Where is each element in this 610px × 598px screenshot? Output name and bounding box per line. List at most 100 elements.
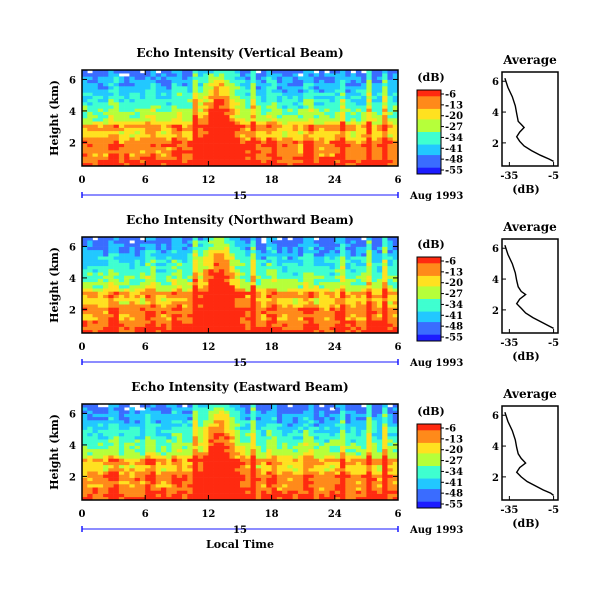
heatmap-cell [192, 70, 199, 74]
heatmap-cell [240, 98, 246, 103]
heatmap-cell [229, 423, 236, 427]
heatmap-cell [329, 114, 336, 119]
heatmap-cell [371, 153, 378, 157]
heatmap-cell [366, 256, 372, 260]
heatmap-cell [213, 480, 220, 485]
heatmap-cell [139, 442, 146, 446]
heatmap-cell [382, 269, 388, 273]
heatmap-cell [203, 137, 209, 141]
heatmap-cell [134, 420, 141, 424]
heatmap-cell [303, 269, 309, 273]
heatmap-cell [276, 490, 283, 494]
heatmap-cell [97, 150, 104, 154]
heatmap-cell [192, 156, 199, 160]
heatmap-cell [213, 95, 220, 100]
heatmap-cell [203, 445, 209, 450]
heatmap-cell [313, 249, 320, 254]
heatmap-cell [103, 140, 109, 144]
heatmap-cell [245, 297, 251, 302]
heatmap-cell [361, 156, 367, 160]
heatmap-cell [266, 114, 272, 119]
heatmap-cell [208, 493, 214, 498]
heatmap-cell [282, 256, 288, 260]
heatmap-cell [255, 86, 262, 90]
heatmap-cell [287, 429, 293, 434]
heatmap-cell [234, 474, 241, 478]
heatmap-cell [213, 162, 220, 167]
heatmap-cell [282, 439, 288, 443]
heatmap-cell [208, 448, 214, 453]
heatmap-cell [392, 143, 399, 148]
heatmap-cell [192, 307, 199, 311]
heatmap-cell [213, 468, 220, 472]
heatmap-cell [292, 269, 299, 273]
heatmap-cell [87, 237, 93, 241]
heatmap-cell [319, 317, 325, 321]
heatmap-cell [255, 92, 262, 96]
heatmap-cell [103, 156, 109, 160]
heatmap-cell [197, 105, 204, 109]
heatmap-cell [171, 291, 178, 295]
heatmap-cell [92, 159, 99, 164]
heatmap-cell [176, 249, 183, 254]
heatmap-cell [250, 134, 257, 138]
heatmap-cell [203, 320, 209, 324]
heatmap-cell [350, 272, 357, 276]
colorbar-swatch [417, 259, 441, 262]
heatmap-cell [213, 304, 220, 308]
heatmap-cell [319, 134, 325, 138]
heatmap-cell [313, 259, 320, 263]
heatmap-cell [124, 134, 130, 138]
heatmap-cell [213, 79, 220, 84]
heatmap-cell [187, 118, 193, 122]
heatmap-cell [371, 98, 378, 103]
heatmap-cell [161, 448, 167, 453]
x-tick-label: 12 [201, 342, 215, 353]
heatmap-cell [118, 404, 125, 408]
heatmap-cell [334, 95, 341, 100]
heatmap-cell [276, 156, 283, 160]
heatmap-cell [161, 79, 167, 84]
heatmap-cell [261, 259, 267, 263]
heatmap-cell [255, 474, 262, 478]
heatmap-cell [176, 275, 183, 279]
heatmap-cell [324, 127, 330, 132]
heatmap-cell [97, 76, 104, 80]
heatmap-cell [213, 291, 220, 295]
heatmap-cell [350, 121, 357, 125]
heatmap-cell [197, 156, 204, 160]
heatmap-cell [92, 281, 99, 286]
heatmap-cell [192, 480, 199, 485]
heatmap-cell [271, 73, 278, 77]
heatmap-cell [287, 140, 293, 144]
heatmap-cell [282, 477, 288, 482]
heatmap-cell [176, 118, 183, 122]
heatmap-cell [124, 439, 130, 443]
heatmap-cell [213, 105, 220, 109]
heatmap-cell [218, 108, 225, 112]
heatmap-cell [208, 442, 214, 446]
heatmap-cell [308, 130, 315, 135]
heatmap-cell [134, 442, 141, 446]
heatmap-cell [245, 294, 251, 299]
heatmap-cell [108, 275, 114, 279]
heatmap-cell [145, 301, 151, 305]
heatmap-cell [261, 439, 267, 443]
heatmap-cell [382, 105, 388, 109]
heatmap-cell [139, 477, 146, 482]
heatmap-cell [382, 150, 388, 154]
heatmap-cell [87, 294, 93, 299]
heatmap-cell [82, 493, 88, 498]
heatmap-cell [192, 471, 199, 475]
heatmap-cell [155, 285, 162, 289]
heatmap-cell [334, 124, 341, 128]
heatmap-cell [245, 458, 251, 462]
heatmap-cell [176, 278, 183, 283]
heatmap-cell [129, 89, 135, 93]
heatmap-cell [276, 420, 283, 424]
heatmap-cell [182, 159, 188, 164]
heatmap-cell [218, 156, 225, 160]
heatmap-cell [208, 108, 214, 112]
heatmap-cell [303, 118, 309, 122]
heatmap-cell [266, 307, 272, 311]
